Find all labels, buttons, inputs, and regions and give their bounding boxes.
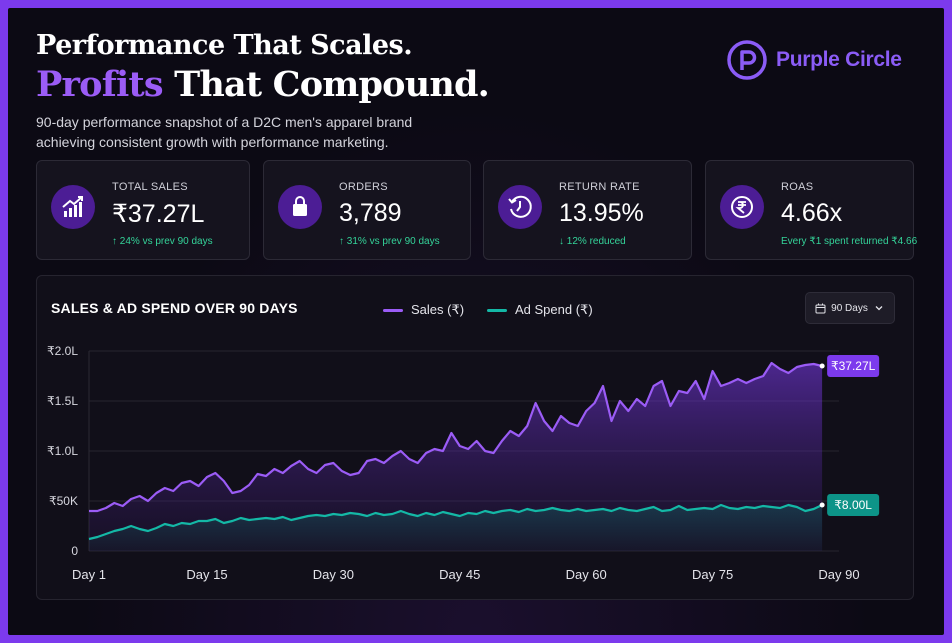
kpi-label: ROAS bbox=[781, 181, 814, 193]
chart-panel: SALES & AD SPEND OVER 90 DAYS Sales (₹) … bbox=[36, 275, 914, 600]
kpi-delta: ↑ 31% vs prev 90 days bbox=[339, 236, 440, 247]
brand-logo: Purple Circle bbox=[726, 38, 902, 82]
kpi-card-orders: ORDERS 3,789 ↑ 31% vs prev 90 days bbox=[263, 160, 471, 260]
headline-rest: That Compound. bbox=[162, 64, 490, 105]
date-range-dropdown[interactable]: 90 Days bbox=[805, 292, 895, 324]
ad-spend-end-badge bbox=[827, 494, 880, 516]
kpi-card-return-rate: RETURN RATE 13.95% ↓ 12% reduced bbox=[483, 160, 692, 260]
kpi-value: 4.66x bbox=[781, 199, 843, 227]
legend-swatch bbox=[383, 308, 403, 312]
p-circle-logo-icon bbox=[727, 40, 767, 80]
ad-spend-end-point bbox=[819, 502, 825, 508]
brand-name: Purple Circle bbox=[776, 48, 902, 71]
kpi-card-roas: ROAS 4.66x Every ₹1 spent returned ₹4.66 bbox=[705, 160, 918, 260]
y-tick-label: ₹2.0L bbox=[47, 344, 78, 358]
kpi-card-total-sales: TOTAL SALES ₹37.27L ↑ 24% vs prev 90 day… bbox=[36, 160, 250, 260]
sales-end-label: ₹37.27L bbox=[831, 359, 876, 373]
kpi-label: TOTAL SALES bbox=[112, 181, 188, 193]
shopping-bag-icon bbox=[278, 185, 322, 229]
y-tick-label: ₹1.5L bbox=[47, 394, 78, 408]
chevron-down-icon bbox=[875, 306, 883, 311]
y-tick-label: ₹1.0L bbox=[47, 444, 78, 458]
kpi-label: ORDERS bbox=[339, 181, 388, 193]
legend-swatch bbox=[487, 308, 507, 312]
x-tick-label: Day 45 bbox=[439, 567, 480, 582]
kpi-delta: ↓ 12% reduced bbox=[559, 236, 626, 247]
ad-spend-end-label: ₹8.00L bbox=[834, 498, 872, 512]
x-tick-label: Day 30 bbox=[313, 567, 354, 582]
subtitle-line-2: achieving consistent growth with perform… bbox=[36, 134, 389, 150]
sales-end-badge bbox=[827, 355, 880, 377]
x-tick-label: Day 90 bbox=[818, 567, 859, 582]
sales-area bbox=[89, 363, 823, 551]
subtitle: 90-day performance snapshot of a D2C men… bbox=[36, 112, 456, 152]
headline-accent-word: Profits bbox=[36, 64, 164, 105]
legend-label: Ad Spend (₹) bbox=[515, 302, 593, 317]
headline-line-2: Profits That Compound. bbox=[36, 64, 490, 105]
x-tick-label: Day 75 bbox=[692, 567, 733, 582]
refund-clock-icon bbox=[498, 185, 542, 229]
line-chart: 0 ₹50K ₹1.0L ₹1.5L ₹2.0L Day 1 Day 15 Day 30 Day… bbox=[47, 344, 880, 582]
rupee-shield-icon bbox=[720, 185, 764, 229]
infographic-frame: Performance That Scales. Profits That Co… bbox=[8, 8, 944, 635]
x-tick-label: Day 1 bbox=[72, 567, 106, 582]
kpi-label: RETURN RATE bbox=[559, 181, 640, 193]
ad-spend-line bbox=[88, 503, 823, 541]
kpi-value: 13.95% bbox=[559, 199, 644, 227]
ad-spend-area bbox=[89, 505, 823, 551]
legend-label: Sales (₹) bbox=[411, 302, 465, 317]
x-tick-label: Day 15 bbox=[186, 567, 227, 582]
kpi-value: ₹37.27L bbox=[112, 200, 205, 228]
kpi-delta: ↑ 24% vs prev 90 days bbox=[112, 236, 213, 247]
kpi-delta: Every ₹1 spent returned ₹4.66 bbox=[781, 236, 918, 247]
headline-line-1: Performance That Scales. bbox=[36, 30, 413, 61]
legend-item-sales: Sales (₹) bbox=[383, 302, 464, 318]
date-range-label: 90 Days bbox=[831, 302, 868, 314]
sales-end-point bbox=[819, 363, 825, 369]
x-tick-label: Day 60 bbox=[566, 567, 607, 582]
calendar-icon bbox=[815, 303, 826, 313]
chart-title: SALES & AD SPEND OVER 90 DAYS bbox=[51, 300, 298, 316]
sales-line bbox=[89, 361, 823, 513]
subtitle-line-1: 90-day performance snapshot of a D2C men… bbox=[36, 114, 413, 130]
kpi-value: 3,789 bbox=[339, 199, 402, 227]
legend-item-ad-spend: Ad Spend (₹) bbox=[487, 302, 593, 318]
y-tick-label: 0 bbox=[71, 544, 78, 558]
y-tick-label: ₹50K bbox=[49, 494, 78, 508]
trend-chart-icon bbox=[51, 185, 95, 229]
